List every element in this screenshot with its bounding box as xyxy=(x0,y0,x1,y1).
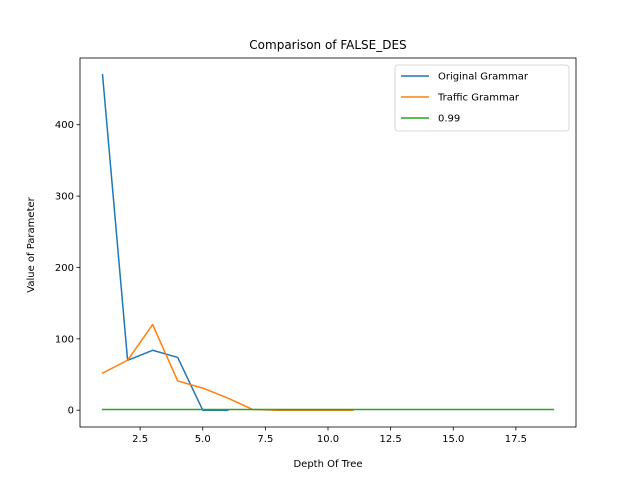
x-axis-ticks: 2.5 5.0 7.5 10.0 12.5 15.0 17.5 xyxy=(132,427,527,445)
legend-box xyxy=(394,64,570,132)
x-tick-label: 5.0 xyxy=(195,434,211,445)
legend: Original Grammar Traffic Grammar 0.99 xyxy=(394,64,570,132)
y-tick-label: 200 xyxy=(55,263,74,274)
x-axis-label: Depth Of Tree xyxy=(293,459,362,470)
y-axis-ticks: 0 100 200 300 400 xyxy=(55,120,80,417)
x-tick-label: 12.5 xyxy=(379,434,401,445)
x-tick-label: 15.0 xyxy=(442,434,464,445)
legend-entry-label: Traffic Grammar xyxy=(437,93,520,104)
x-tick-label: 17.5 xyxy=(505,434,527,445)
y-tick-label: 300 xyxy=(55,192,74,203)
y-tick-label: 100 xyxy=(55,334,74,345)
y-tick-label: 400 xyxy=(55,120,74,131)
axes-frame xyxy=(79,57,577,428)
legend-entry-label: 0.99 xyxy=(438,114,460,125)
chart-title: Comparison of FALSE_DES xyxy=(249,38,406,52)
x-tick-label: 2.5 xyxy=(132,434,148,445)
legend-entry-label: Original Grammar xyxy=(438,72,529,83)
x-tick-label: 10.0 xyxy=(317,434,339,445)
x-tick-label: 7.5 xyxy=(257,434,273,445)
y-tick-label: 0 xyxy=(68,406,74,417)
y-axis-label: Value of Parameter xyxy=(26,196,37,292)
series-layer xyxy=(101,73,555,411)
